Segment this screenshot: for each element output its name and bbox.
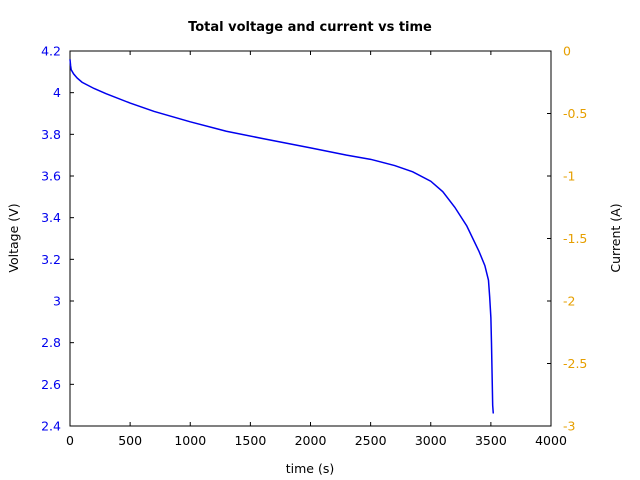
y2-axis-ticks: -3 -2.5 -2 -1.5 -1 -0.5 0 (547, 44, 587, 434)
y-tick-label: 2.8 (41, 335, 61, 350)
x-axis-ticks: 0 500 1000 1500 2000 2500 3000 3500 4000 (66, 51, 567, 448)
x-tick-label: 1500 (234, 433, 266, 448)
y2-tick-label: -2 (563, 294, 575, 309)
x-tick-label: 2000 (295, 433, 327, 448)
y2-tick-label: -3 (563, 419, 575, 434)
y-tick-label: 4.2 (41, 44, 61, 59)
x-tick-label: 1000 (174, 433, 206, 448)
y-tick-label: 3.8 (41, 127, 61, 142)
y2-tick-label: -0.5 (563, 106, 587, 121)
chart-title: Total voltage and current vs time (188, 20, 432, 35)
y2-axis-label: Current (A) (608, 203, 623, 272)
y2-tick-label: -1.5 (563, 231, 587, 246)
x-tick-label: 4000 (535, 433, 567, 448)
x-tick-label: 3000 (415, 433, 447, 448)
x-tick-label: 3500 (475, 433, 507, 448)
y2-tick-label: -2.5 (563, 356, 587, 371)
voltage-series-line (69, 59, 495, 414)
y-tick-label: 4 (53, 85, 61, 100)
y-tick-label: 3.2 (41, 252, 61, 267)
y-tick-label: 3.6 (41, 169, 61, 184)
y2-tick-label: 0 (563, 44, 571, 59)
y-axis-label: Voltage (V) (6, 203, 21, 272)
y2-tick-label: -1 (563, 169, 575, 184)
x-tick-label: 2500 (355, 433, 387, 448)
x-tick-label: 500 (118, 433, 142, 448)
y-tick-label: 2.6 (41, 377, 61, 392)
y-tick-label: 2.4 (41, 419, 61, 434)
plot-area (69, 50, 552, 427)
x-tick-label: 0 (66, 433, 74, 448)
y-tick-label: 3.4 (41, 210, 61, 225)
x-axis-label: time (s) (286, 461, 334, 476)
y-tick-label: 3 (53, 294, 61, 309)
y-axis-ticks: 2.4 2.6 2.8 3 3.2 3.4 3.6 3.8 4 4.2 (41, 44, 74, 434)
